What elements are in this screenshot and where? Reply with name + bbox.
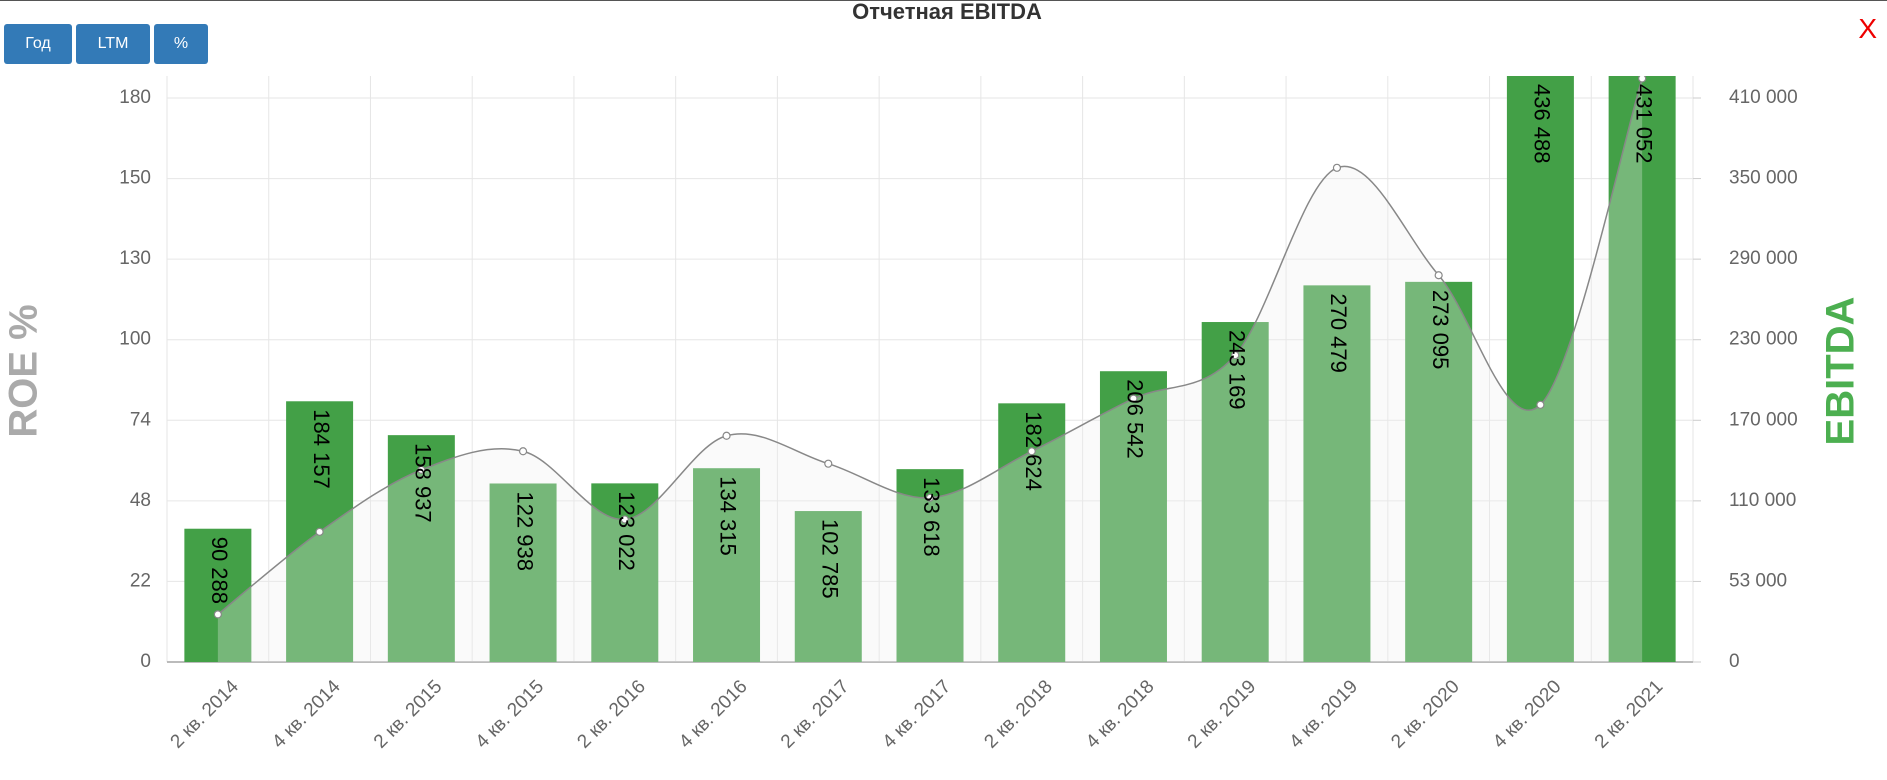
bar-value-label: 184 157: [309, 409, 334, 489]
bar: [1099, 371, 1167, 662]
bar-value-label: 436 488: [1530, 84, 1555, 164]
x-tick-label: 2 кв. 2019: [1184, 676, 1260, 752]
bar: [998, 403, 1066, 662]
line-point: [1332, 163, 1342, 172]
y-tick-label: 150: [119, 168, 151, 189]
bar: [1405, 281, 1473, 662]
x-tick-label: 4 кв. 2017: [879, 676, 955, 752]
line-point: [1231, 351, 1240, 360]
line-point: [518, 447, 528, 456]
line-point: [1536, 400, 1545, 409]
y-axis-title: ROE %: [2, 304, 46, 437]
line-point: [824, 459, 833, 468]
y2-axis-title: EBITDA: [1819, 297, 1863, 446]
bar: [693, 468, 761, 662]
line-point: [1027, 447, 1036, 456]
bar-value-label: 122 938: [512, 491, 537, 571]
line-area: [217, 78, 1643, 662]
y2-tick-label: 350 000: [1729, 168, 1798, 189]
y-tick-label: 48: [130, 490, 151, 511]
y2-tick-label: 230 000: [1729, 329, 1798, 350]
y-tick-label: 100: [119, 329, 151, 350]
bar-value-label: 158 937: [411, 443, 436, 523]
plot-area: [184, 76, 1676, 662]
x-tick-label: 4 кв. 2016: [675, 676, 751, 752]
bar-value-label: 431 052: [1631, 84, 1656, 164]
y-tick-label: 180: [119, 87, 151, 108]
x-tick-label: 4 кв. 2019: [1286, 676, 1362, 752]
x-tick-label: 4 кв. 2015: [472, 676, 548, 752]
x-tick-label: 4 кв. 2020: [1489, 676, 1565, 752]
y-tick-label: 0: [140, 651, 151, 672]
line-point: [315, 527, 324, 536]
line-point: [1434, 271, 1443, 280]
line-point: [213, 610, 222, 619]
bar-value-label: 182 624: [1021, 411, 1046, 491]
bar-value-label: 133 618: [919, 477, 944, 557]
x-tick-label: 2 кв. 2020: [1387, 676, 1463, 752]
line-point: [722, 431, 731, 440]
bar: [1303, 285, 1371, 662]
bar: [1201, 322, 1269, 662]
line: [217, 78, 1643, 615]
close-button[interactable]: X: [1858, 13, 1877, 44]
x-tick-label: 2 кв. 2018: [980, 676, 1056, 752]
x-tick-label: 2 кв. 2021: [1591, 676, 1667, 752]
line-point: [925, 493, 935, 502]
x-tick-label: 2 кв. 2015: [370, 676, 446, 752]
y-tick-label: 74: [130, 409, 152, 430]
bar-value-label: 134 315: [716, 476, 741, 556]
y2-tick-label: 110 000: [1729, 490, 1796, 511]
x-tick-label: 4 кв. 2018: [1082, 676, 1158, 752]
y2-tick-label: 170 000: [1729, 409, 1798, 430]
bar-value-label: 243 169: [1224, 330, 1249, 410]
bar: [489, 483, 557, 662]
bar-value-label: 206 542: [1123, 379, 1148, 459]
bar: [1506, 76, 1574, 662]
x-tick-label: 2 кв. 2016: [573, 676, 649, 752]
bar: [1608, 76, 1676, 662]
button[interactable]: %: [154, 24, 208, 64]
bar-value-label: 273 095: [1428, 290, 1453, 370]
bar-value-label: 90 288: [207, 537, 232, 604]
y-tick-label: 22: [130, 570, 151, 591]
line-point: [620, 515, 629, 524]
button[interactable]: LTM: [76, 24, 150, 64]
line-point: [1129, 394, 1138, 403]
x-tick-label: 4 кв. 2014: [268, 676, 345, 753]
y2-tick-label: 410 000: [1729, 87, 1798, 108]
line-point: [417, 465, 426, 474]
x-tick-label: 2 кв. 2014: [167, 676, 244, 753]
button[interactable]: Год: [4, 24, 72, 64]
bar-value-label: 123 022: [614, 491, 639, 571]
y2-tick-label: 53 000: [1729, 570, 1787, 591]
bar: [794, 511, 862, 662]
x-tick-label: 2 кв. 2017: [777, 676, 853, 752]
chart-title: Отчетная EBITDA: [852, 1, 1042, 24]
line-point: [1638, 76, 1647, 83]
y2-tick-label: 290 000: [1729, 248, 1798, 269]
y-tick-label: 130: [119, 248, 151, 269]
bar-value-label: 102 785: [817, 519, 842, 599]
bar-value-label: 270 479: [1326, 293, 1351, 373]
y2-tick-label: 0: [1729, 651, 1740, 672]
